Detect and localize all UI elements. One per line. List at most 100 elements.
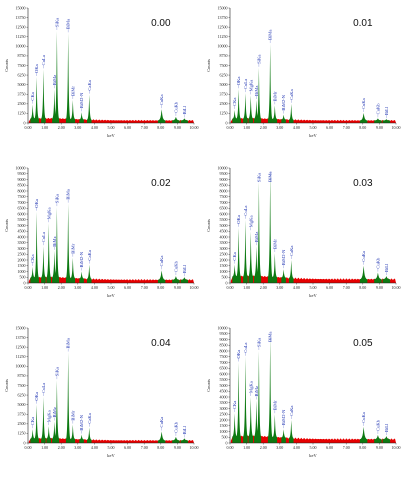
peak-cka <box>30 266 35 283</box>
x-tick-label: 9.00 <box>376 285 383 290</box>
eds-spectrum-panel-3: CKa OKa CuLa MgKa BiMz SiKa BiMa BiMr BiM2-N CaKa… <box>0 160 202 320</box>
y-tick-label: 6250 <box>220 72 228 77</box>
x-tick-label: 10.00 <box>190 125 199 130</box>
concentration-title: 0.03 <box>353 178 373 189</box>
x-axis-title: keV <box>309 133 317 138</box>
peak-cuka <box>157 431 166 443</box>
y-tick-label: 3750 <box>220 92 228 97</box>
x-tick-label: 2.00 <box>58 125 65 130</box>
peak-label-bill: BiLl <box>182 105 187 114</box>
y-tick-label: 6000 <box>18 211 26 216</box>
y-tick-label: 8750 <box>18 373 26 378</box>
peak-label-mgka: MgKa <box>46 410 51 422</box>
y-tick-label: 15000 <box>218 5 228 10</box>
peak-label-caka: CaKa <box>289 246 294 256</box>
x-tick-label: 5.00 <box>108 285 115 290</box>
x-tick-label: 1.00 <box>41 125 48 130</box>
y-tick-label: 7500 <box>18 383 26 388</box>
peak-bill <box>180 277 189 283</box>
x-tick-label: 3.00 <box>276 285 283 290</box>
peak-label-bimz: BiMz <box>52 407 57 417</box>
y-tick-label: 7000 <box>220 200 228 205</box>
peak-label-bimr: BiMr <box>272 400 277 410</box>
peak-bill <box>180 438 189 443</box>
x-tick-label: 4.00 <box>293 285 300 290</box>
peak-label-bima: BiMa <box>66 19 71 29</box>
peak-cukb <box>374 272 382 283</box>
peak-cuka <box>157 109 166 123</box>
y-tick-label: 5500 <box>220 217 228 222</box>
y-tick-label: 6000 <box>220 211 228 216</box>
peak-label-cuka: CuKa <box>361 251 366 262</box>
y-tick-label: 8500 <box>220 183 228 188</box>
peak-bill <box>180 118 189 123</box>
peak-caka <box>86 264 92 283</box>
y-tick-label: 7500 <box>18 63 26 68</box>
peak-label-oka: OKa <box>236 350 241 359</box>
peak-label-cukb: CuKb <box>375 419 380 431</box>
peak-label-bill: BiLl <box>384 263 389 272</box>
y-tick-label: 1500 <box>220 423 228 428</box>
peak-label-cukb: CuKb <box>375 103 380 115</box>
x-tick-label: 0.00 <box>227 445 234 450</box>
x-axis-title: keV <box>107 453 115 458</box>
peak-label-sika: SiKa <box>256 338 261 347</box>
x-tick-label: 1.00 <box>243 125 250 130</box>
y-tick-label: 15000 <box>16 5 26 10</box>
y-tick-label: 3500 <box>220 240 228 245</box>
peak-sika <box>54 207 60 283</box>
y-tick-label: 2000 <box>220 417 228 422</box>
x-tick-label: 7.00 <box>343 125 350 130</box>
peak-cka <box>232 413 237 443</box>
peak-bima <box>65 33 71 123</box>
y-tick-label: 0 <box>226 120 228 125</box>
peak-caka <box>288 103 294 123</box>
y-tick-label: 0 <box>24 280 26 285</box>
peak-bill <box>382 119 391 123</box>
y-tick-label: 10000 <box>16 165 26 170</box>
y-tick-label: 8500 <box>220 343 228 348</box>
peak-label-oka: OKa <box>236 77 241 86</box>
peak-label-bimz: BiMz <box>254 386 259 396</box>
y-tick-label: 9500 <box>220 331 228 336</box>
y-tick-label: 7500 <box>220 194 228 199</box>
concentration-title: 0.04 <box>151 338 171 349</box>
y-tick-label: 3000 <box>220 246 228 251</box>
x-tick-label: 2.00 <box>260 445 267 450</box>
x-tick-label: 5.00 <box>108 445 115 450</box>
peak-label-cukb: CuKb <box>173 421 178 433</box>
y-tick-label: 5000 <box>220 223 228 228</box>
peak-caka <box>288 420 294 443</box>
y-tick-label: 1500 <box>220 263 228 268</box>
y-tick-label: 5000 <box>18 223 26 228</box>
y-tick-label: 0 <box>226 280 228 285</box>
x-tick-label: 4.00 <box>91 445 98 450</box>
peak-bima <box>267 172 273 283</box>
y-tick-label: 4000 <box>18 234 26 239</box>
x-tick-label: 2.00 <box>260 125 267 130</box>
y-tick-label: 5000 <box>18 82 26 87</box>
y-tick-label: 5000 <box>220 383 228 388</box>
x-tick-label: 8.00 <box>359 445 366 450</box>
peak-label-bill: BiLl <box>182 264 187 273</box>
y-tick-label: 12500 <box>16 344 26 349</box>
peak-sika <box>54 380 60 443</box>
y-tick-label: 1500 <box>18 263 26 268</box>
y-tick-label: 5500 <box>220 377 228 382</box>
peak-label-bill: BiLl <box>384 106 389 115</box>
peak-label-cuka: CuKa <box>159 256 164 267</box>
x-tick-label: 9.00 <box>174 125 181 130</box>
peak-label-bim2-n: BiM2-N <box>79 414 84 430</box>
peak-cula <box>41 246 46 283</box>
peak-cula <box>41 69 46 123</box>
x-tick-label: 6.00 <box>124 125 131 130</box>
y-tick-label: 8000 <box>220 188 228 193</box>
peak-label-oka: OKa <box>34 199 39 208</box>
y-tick-label: 6250 <box>18 392 26 397</box>
peak-cukb <box>374 434 382 443</box>
peak-label-caka: CaKa <box>87 413 92 423</box>
peak-label-bim2-n: BiM2-N <box>281 94 286 110</box>
y-tick-label: 9000 <box>220 177 228 182</box>
x-tick-label: 2.00 <box>260 285 267 290</box>
x-tick-label: 0.00 <box>25 125 32 130</box>
